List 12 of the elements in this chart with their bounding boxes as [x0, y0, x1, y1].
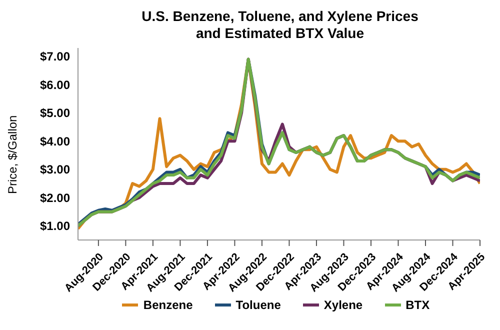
y-tick-label: $7.00: [40, 50, 70, 64]
y-tick-label: $4.00: [40, 134, 70, 148]
legend-label: Toluene: [236, 298, 281, 312]
y-tick-label: $6.00: [40, 78, 70, 92]
y-tick-label: $2.00: [40, 190, 70, 205]
y-tick-label: $1.00: [40, 219, 70, 234]
legend-label: Xylene: [324, 298, 363, 312]
y-tick-label: $5.00: [40, 106, 70, 120]
legend-label: Benzene: [143, 298, 193, 312]
chart-title: U.S. Benzene, Toluene, and Xylene Prices and Estimated BTX Value: [140, 8, 420, 42]
y-tick-label: $3.00: [40, 162, 70, 177]
legend-label: BTX: [406, 298, 430, 312]
